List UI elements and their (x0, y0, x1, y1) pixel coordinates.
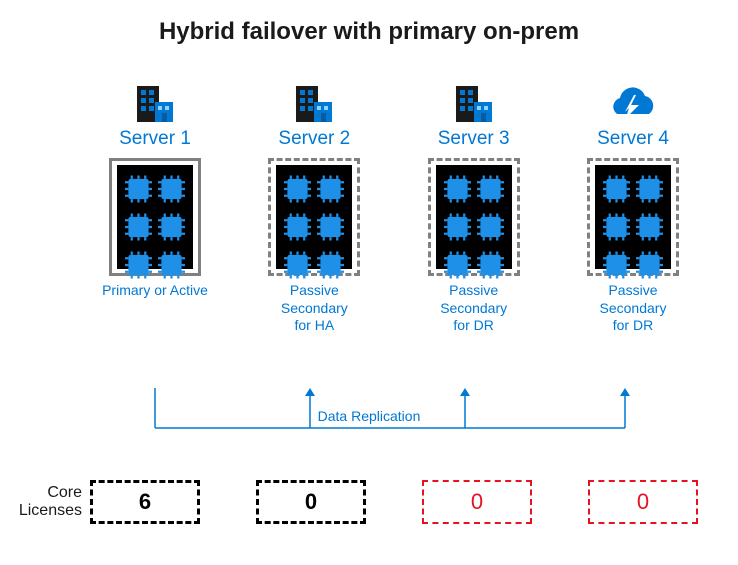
license-count-box: 0 (422, 480, 532, 524)
cpu-chip-icon (477, 249, 504, 281)
cpu-chip-icon (444, 173, 471, 205)
core-box (109, 158, 201, 276)
server-name: Server 3 (438, 128, 510, 150)
server-column: Server 1 Primary or Active (90, 72, 220, 336)
server-name: Server 1 (119, 128, 191, 150)
cloud-icon (605, 72, 661, 124)
cpu-chip-icon (603, 249, 630, 281)
cpu-chip-icon (284, 211, 311, 243)
cpu-chip-icon (636, 249, 663, 281)
server-column: Server 3 PassiveSecondaryfor DR (409, 72, 539, 336)
cpu-chip-icon (477, 211, 504, 243)
core-licenses-row: CoreLicenses 6 0 0 0 (0, 480, 698, 524)
building-icon (290, 72, 338, 124)
server-name: Server 2 (278, 128, 350, 150)
server-columns: Server 1 Primary or Active Server 2 Passive… (90, 72, 698, 336)
cpu-chip-icon (603, 211, 630, 243)
chip-grid (276, 165, 352, 269)
server-role: Primary or Active (102, 282, 208, 336)
server-column: Server 2 PassiveSecondaryfor HA (249, 72, 379, 336)
cpu-chip-icon (125, 211, 152, 243)
server-role: PassiveSecondaryfor HA (281, 282, 348, 336)
server-role: PassiveSecondaryfor DR (600, 282, 667, 336)
license-count-box: 6 (90, 480, 200, 524)
core-licenses-boxes: 6 0 0 0 (90, 480, 698, 524)
building-icon (450, 72, 498, 124)
cpu-chip-icon (603, 173, 630, 205)
cpu-chip-icon (158, 173, 185, 205)
cpu-chip-icon (444, 249, 471, 281)
cpu-chip-icon (636, 211, 663, 243)
core-licenses-label: CoreLicenses (0, 484, 90, 521)
cpu-chip-icon (636, 173, 663, 205)
license-count-box: 0 (588, 480, 698, 524)
cpu-chip-icon (444, 211, 471, 243)
chip-grid (117, 165, 193, 269)
server-role: PassiveSecondaryfor DR (440, 282, 507, 336)
core-box (268, 158, 360, 276)
replication-label: Data Replication (0, 408, 738, 424)
server-name: Server 4 (597, 128, 669, 150)
license-count-box: 0 (256, 480, 366, 524)
building-icon (131, 72, 179, 124)
cpu-chip-icon (477, 173, 504, 205)
server-column: Server 4 PassiveSecondaryfor DR (568, 72, 698, 336)
cpu-chip-icon (125, 173, 152, 205)
cpu-chip-icon (317, 211, 344, 243)
cpu-chip-icon (158, 249, 185, 281)
cpu-chip-icon (284, 173, 311, 205)
cpu-chip-icon (284, 249, 311, 281)
cpu-chip-icon (317, 249, 344, 281)
core-box (587, 158, 679, 276)
diagram-title: Hybrid failover with primary on-prem (0, 18, 738, 46)
cpu-chip-icon (125, 249, 152, 281)
chip-grid (436, 165, 512, 269)
chip-grid (595, 165, 671, 269)
core-box (428, 158, 520, 276)
cpu-chip-icon (158, 211, 185, 243)
cpu-chip-icon (317, 173, 344, 205)
